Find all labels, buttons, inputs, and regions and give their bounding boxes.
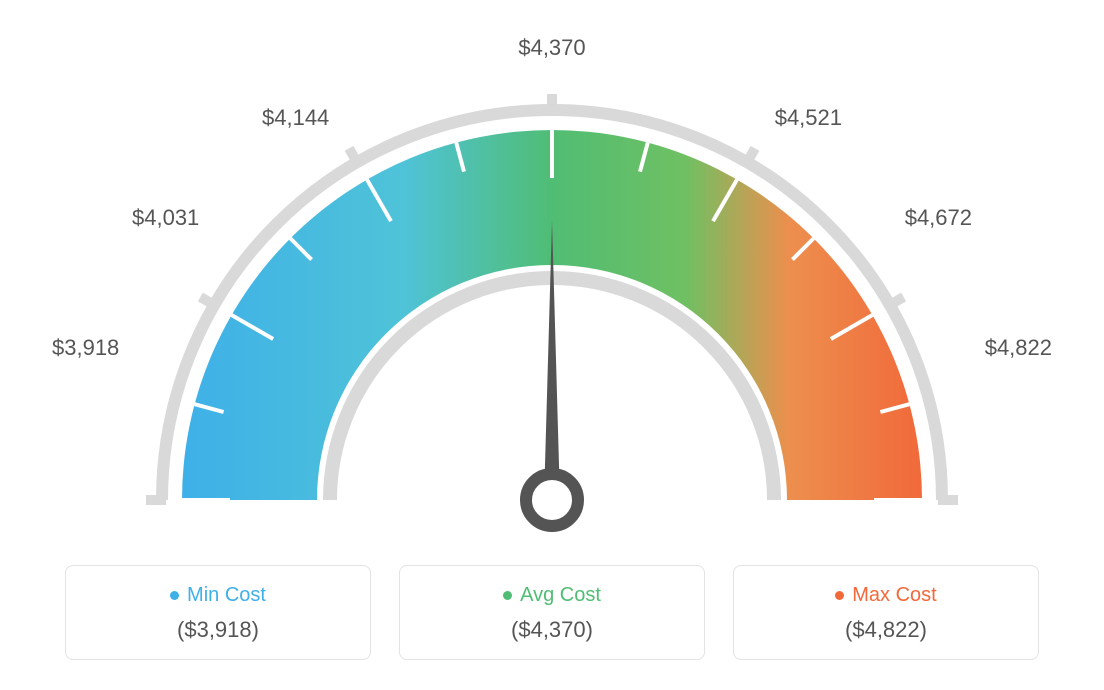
- gauge-tick-label: $4,370: [518, 35, 585, 61]
- legend-avg-value: ($4,370): [410, 617, 694, 643]
- legend-min-value: ($3,918): [76, 617, 360, 643]
- gauge-svg: [52, 30, 1052, 550]
- gauge-tick-label: $3,918: [52, 335, 119, 361]
- gauge-tick-label: $4,031: [132, 205, 199, 231]
- gauge-tick-label: $4,521: [775, 105, 842, 131]
- legend-avg-dot: [503, 591, 512, 600]
- legend-avg-title: Avg Cost: [520, 584, 601, 607]
- cost-gauge-container: $3,918 $4,031 $4,144 $4,370 $4,521 $4,672 $4,8…: [0, 0, 1104, 690]
- legend-avg-title-row: Avg Cost: [410, 584, 694, 607]
- gauge-tick-label: $4,822: [985, 335, 1052, 361]
- legend-max-title: Max Cost: [852, 584, 936, 607]
- legend-row: Min Cost ($3,918) Avg Cost ($4,370) Max …: [65, 565, 1039, 660]
- legend-max-dot: [835, 591, 844, 600]
- legend-card-avg: Avg Cost ($4,370): [399, 565, 705, 660]
- gauge-needle-hub: [526, 474, 578, 526]
- legend-min-dot: [170, 591, 179, 600]
- legend-max-value: ($4,822): [744, 617, 1028, 643]
- legend-min-title: Min Cost: [187, 584, 266, 607]
- legend-min-title-row: Min Cost: [76, 584, 360, 607]
- legend-card-min: Min Cost ($3,918): [65, 565, 371, 660]
- legend-max-title-row: Max Cost: [744, 584, 1028, 607]
- gauge-tick-label: $4,144: [262, 105, 329, 131]
- gauge-needle: [526, 220, 578, 526]
- gauge-tick-label: $4,672: [905, 205, 972, 231]
- legend-card-max: Max Cost ($4,822): [733, 565, 1039, 660]
- gauge-chart: $3,918 $4,031 $4,144 $4,370 $4,521 $4,672 $4,8…: [52, 30, 1052, 550]
